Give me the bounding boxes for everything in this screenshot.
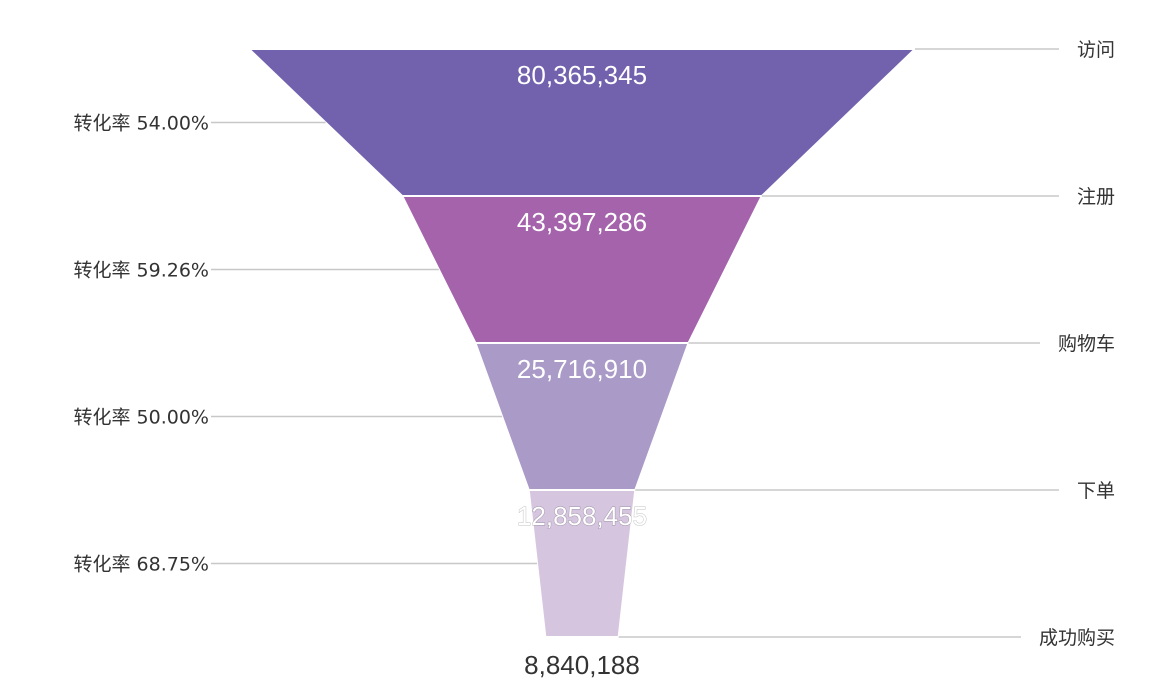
stage-value-label: 80,365,345 [517, 60, 647, 90]
stage-value-label: 25,716,910 [517, 354, 647, 384]
stage-name-label: 注册 [1077, 186, 1115, 208]
conversion-rate-label: 转化率 54.00% [74, 113, 210, 135]
stage-name-label: 访问 [1077, 39, 1115, 61]
stage-value-label: 12,858,455 [517, 501, 647, 531]
stage-name-label: 下单 [1077, 480, 1115, 502]
stage-value-label: 43,397,286 [517, 207, 647, 237]
funnel-segments [246, 48, 918, 638]
conversion-rate-label: 转化率 59.26% [74, 260, 210, 282]
leader-lines [211, 48, 1059, 638]
stage-name-label: 成功购买 [1039, 627, 1115, 649]
stage-name-label: 购物车 [1058, 333, 1115, 355]
conversion-rate-label: 转化率 50.00% [74, 407, 210, 429]
conversion-rate-label: 转化率 68.75% [74, 554, 210, 576]
stage-value-label: 8,840,188 [524, 650, 640, 680]
